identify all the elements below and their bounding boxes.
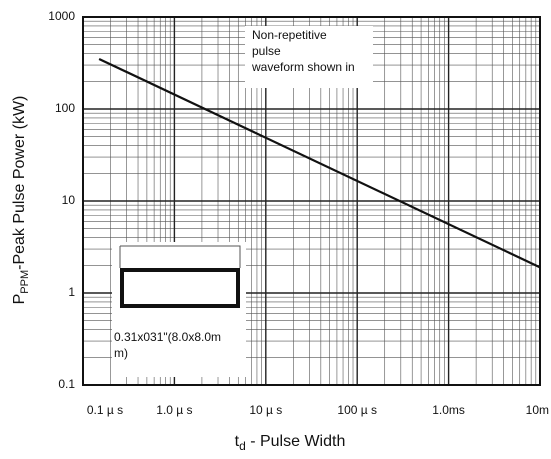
- y-axis-label-rest: -Peak Pulse Power (kW): [11, 96, 28, 270]
- annotation: waveform shown in: [251, 60, 355, 74]
- y-tick-label: 1000: [48, 9, 75, 23]
- x-axis-label-rest: - Pulse Width: [246, 433, 346, 450]
- package-outline: [119, 245, 241, 268]
- inset-label: 0.31x031"(8.0x8.0m: [114, 330, 221, 344]
- x-axis-label-sub: d: [239, 439, 246, 453]
- x-axis-label: td - Pulse Width: [235, 433, 346, 453]
- annotation: Non-repetitive: [252, 28, 327, 42]
- annotation-box: [245, 26, 373, 88]
- x-tick-label: 100 µ s: [337, 403, 377, 417]
- inset-box: [112, 242, 246, 377]
- annotation: pulse: [252, 44, 281, 58]
- y-axis-label: PPPM-Peak Pulse Power (kW): [11, 96, 31, 305]
- plot-frame: [82, 16, 541, 386]
- x-tick-label: 10m: [526, 403, 549, 417]
- inset-label: m): [114, 346, 128, 360]
- y-tick-label: 10: [62, 193, 76, 207]
- series-line: [98, 57, 541, 269]
- x-tick-label: 10 µ s: [249, 403, 282, 417]
- x-axis-label-main: t: [235, 433, 240, 450]
- grid: [82, 16, 541, 386]
- y-axis-label-sub: PPM: [19, 270, 31, 294]
- package-icon: [120, 268, 240, 308]
- inset: 0.31x031"(8.0x8.0m m): [112, 242, 246, 377]
- y-axis-label-main: P: [11, 294, 28, 305]
- x-tick-label: 0.1 µ s: [87, 403, 123, 417]
- y-tick-label: 0.1: [58, 377, 75, 391]
- y-tick-label: 100: [55, 101, 75, 115]
- y-tick-label: 1: [68, 285, 75, 299]
- x-tick-label: 1.0 µ s: [156, 403, 192, 417]
- x-tick-label: 1.0ms: [432, 403, 465, 417]
